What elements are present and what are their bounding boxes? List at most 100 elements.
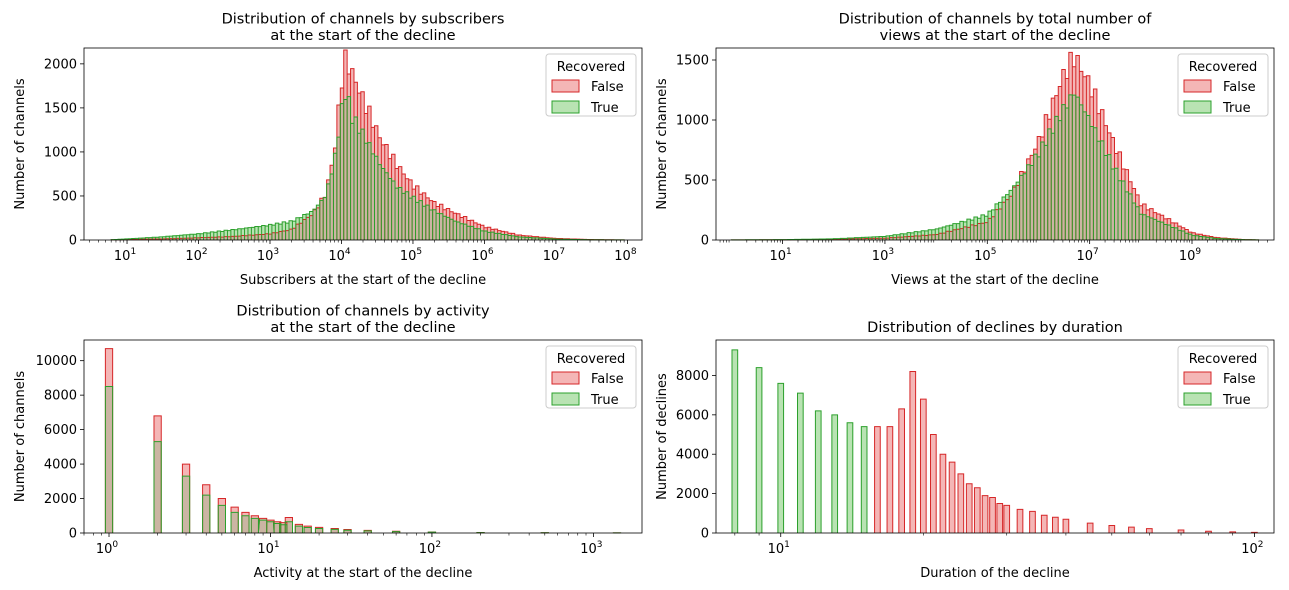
- bar-false: [989, 497, 996, 533]
- legend: Recovered False True: [545, 345, 637, 409]
- x-tick-label: 100: [96, 540, 119, 557]
- bar-overlap: [973, 225, 978, 240]
- bar-overlap: [1110, 169, 1115, 240]
- bar-overlap: [1030, 165, 1034, 240]
- bar-overlap: [1114, 168, 1119, 240]
- bar-overlap: [254, 234, 259, 240]
- bar-overlap: [1146, 216, 1150, 240]
- bar-overlap: [1212, 238, 1217, 240]
- bar-overlap: [398, 187, 402, 240]
- bar-overlap: [984, 222, 988, 240]
- bar-overlap: [1167, 224, 1171, 240]
- bar-false: [874, 426, 881, 533]
- bar-overlap: [501, 234, 505, 240]
- legend-label: False: [591, 80, 624, 95]
- bar-overlap: [1195, 235, 1199, 240]
- chart-title: at the start of the decline: [270, 320, 455, 336]
- y-tick-label: 2000: [676, 487, 709, 502]
- bar-overlap: [1023, 173, 1027, 240]
- y-tick-label: 2000: [44, 492, 77, 507]
- bar-overlap: [1209, 237, 1213, 240]
- legend-title: Recovered: [557, 60, 626, 75]
- bar-overlap: [1040, 141, 1045, 240]
- bar-overlap: [1068, 94, 1073, 240]
- bar-overlap: [1184, 233, 1189, 240]
- bar-overlap: [1128, 193, 1133, 240]
- legend-label: False: [591, 372, 624, 387]
- bar-true: [224, 230, 228, 240]
- bar-overlap: [1174, 227, 1178, 240]
- bar-overlap: [998, 208, 1003, 240]
- bar-overlap: [364, 530, 372, 533]
- bar-overlap: [218, 505, 226, 533]
- x-tick-label: 102: [419, 540, 441, 557]
- bar-true: [186, 234, 190, 240]
- bar-false: [898, 408, 905, 533]
- bar-overlap: [1188, 234, 1192, 240]
- bar-true: [200, 233, 204, 240]
- bar-overlap: [422, 206, 426, 240]
- bar-overlap: [490, 232, 495, 240]
- bar-overlap: [871, 238, 876, 240]
- bar-overlap: [1075, 97, 1080, 241]
- bar-overlap: [333, 153, 337, 240]
- bar-overlap: [360, 129, 365, 240]
- bar-overlap: [480, 230, 484, 240]
- bar-overlap: [377, 164, 382, 240]
- bar-overlap: [1107, 154, 1111, 240]
- bar-overlap: [854, 238, 858, 240]
- series-true-outline: [731, 349, 868, 533]
- y-axis-label: Number of channels: [655, 78, 670, 209]
- bar-overlap: [1205, 237, 1210, 240]
- bar-true: [731, 349, 738, 533]
- legend-title: Recovered: [1189, 352, 1258, 367]
- bar-overlap: [928, 234, 932, 240]
- bar-overlap: [162, 238, 166, 240]
- x-axis-label: Duration of the decline: [920, 566, 1070, 581]
- bar-true: [831, 414, 838, 533]
- bar-true: [234, 229, 238, 240]
- bar-overlap: [241, 515, 250, 533]
- bar-overlap: [504, 234, 508, 240]
- bar-overlap: [299, 223, 303, 240]
- bar-overlap: [295, 224, 300, 240]
- x-tick-label: 106: [471, 247, 494, 264]
- bar-false: [920, 399, 927, 533]
- x-axis-label: Views at the start of the decline: [891, 273, 1099, 288]
- x-tick-label: 104: [328, 247, 351, 264]
- bar-overlap: [391, 180, 396, 240]
- bar-overlap: [518, 236, 522, 240]
- bar-true: [275, 223, 279, 240]
- bar-overlap: [864, 238, 869, 240]
- bar-overlap: [507, 235, 512, 240]
- bar-overlap: [326, 183, 331, 240]
- bar-overlap: [463, 224, 467, 240]
- chart-title: Distribution of declines by duration: [867, 320, 1123, 336]
- bar-overlap: [289, 229, 293, 240]
- bar-overlap: [1044, 145, 1048, 240]
- legend-swatch-false: [1183, 371, 1212, 385]
- bar-overlap: [265, 233, 269, 240]
- bar-overlap: [914, 235, 918, 240]
- bar-overlap: [1019, 175, 1024, 240]
- bar-overlap: [879, 238, 883, 240]
- bar-true: [847, 422, 853, 533]
- y-tick-label: 1500: [676, 54, 709, 69]
- bar-true: [213, 232, 218, 240]
- chart-title: at the start of the decline: [270, 28, 455, 44]
- bar-false: [1052, 517, 1059, 533]
- bar-overlap: [956, 229, 960, 240]
- bar-overlap: [302, 219, 307, 240]
- bar-overlap: [442, 216, 447, 240]
- x-tick-label: 103: [580, 540, 602, 557]
- bar-false: [974, 487, 981, 533]
- bar-overlap: [449, 219, 454, 240]
- bar-overlap: [952, 229, 957, 240]
- bar-overlap: [193, 237, 197, 240]
- bar-overlap: [331, 529, 339, 533]
- y-tick-label: 0: [701, 527, 709, 542]
- bar-overlap: [931, 234, 936, 240]
- bar-overlap: [1149, 218, 1154, 240]
- bar-overlap: [292, 228, 296, 240]
